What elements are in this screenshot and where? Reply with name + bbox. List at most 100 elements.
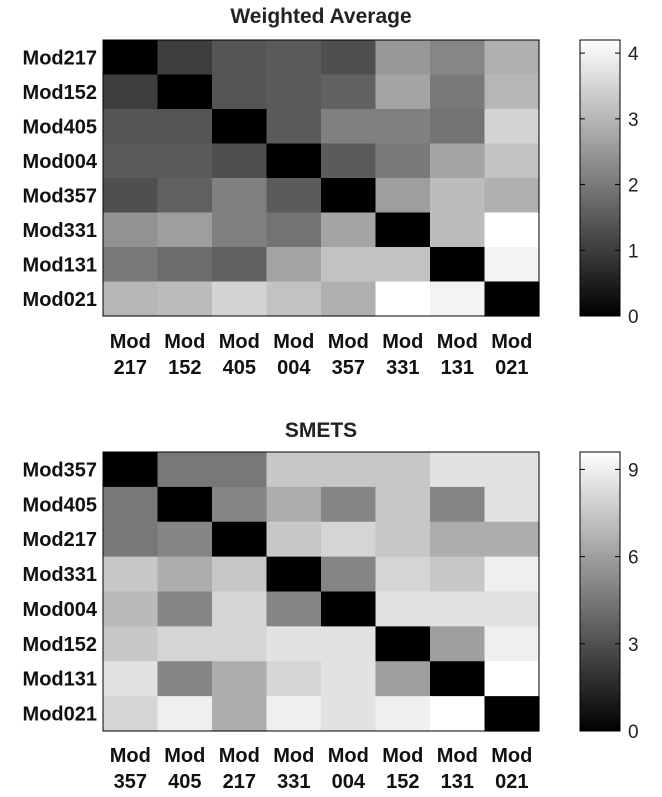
chart1-cell (430, 109, 486, 145)
chart2-cell (266, 486, 322, 523)
chart1-cell (321, 143, 377, 179)
chart1-col-label: 131 (441, 357, 474, 379)
chart1-cell (321, 109, 377, 145)
chart1-cell (212, 74, 268, 110)
chart2-cell (157, 661, 213, 697)
chart1-cell (266, 40, 322, 76)
chart1-col-label: Mod (491, 331, 532, 353)
chart1-cell (375, 281, 431, 317)
chart2-cell (103, 626, 159, 662)
chart2-cell (375, 486, 431, 523)
chart1-col-label: Mod (110, 331, 151, 353)
chart1-cell (484, 178, 540, 214)
chart2-cell (484, 452, 540, 488)
chart1-col-label: Mod (219, 331, 260, 353)
chart2-cell (157, 626, 213, 662)
chart1-cell (321, 40, 377, 76)
chart1-cell (103, 212, 159, 248)
chart1-row-label: Mod021 (23, 289, 97, 311)
chart1-cell (157, 109, 213, 145)
chart2-row-label: Mod357 (23, 459, 97, 481)
chart2-cell (430, 556, 486, 593)
chart1-col-label: 021 (495, 357, 528, 379)
chart1-cell (375, 109, 431, 145)
chart2-cell (157, 521, 213, 558)
chart2-col-label: Mod (382, 745, 423, 767)
chart2-cell (321, 696, 377, 732)
chart2-cell (321, 626, 377, 662)
chart1-col-label: 405 (223, 357, 256, 379)
chart2-colorbar-tick-label: 9 (628, 460, 639, 481)
chart2-row-label: Mod131 (23, 669, 97, 691)
chart1-row-label: Mod131 (23, 254, 97, 276)
chart1-cell (375, 40, 431, 76)
chart1-col-label: 331 (386, 357, 419, 379)
chart1-cell (321, 178, 377, 214)
chart2-cell (321, 591, 377, 627)
chart1-colorbar-tick-label: 2 (628, 176, 639, 197)
chart2-cell (212, 486, 268, 523)
chart1-cell (484, 40, 540, 76)
chart2-cell (321, 661, 377, 697)
chart1-cell (430, 281, 486, 317)
chart2-row-label: Mod405 (23, 494, 97, 516)
chart2-title: SMETS (285, 419, 357, 442)
chart2-col-label: Mod (164, 745, 205, 767)
chart1-cell (212, 143, 268, 179)
chart1-cell (430, 178, 486, 214)
chart1-col-label: 004 (277, 357, 311, 379)
chart2-row-label: Mod217 (23, 529, 97, 551)
chart1-cell (430, 40, 486, 76)
chart2-cell (103, 661, 159, 697)
chart1-cell (266, 247, 322, 283)
chart2-col-label: Mod (273, 745, 314, 767)
chart2-cell (266, 591, 322, 627)
chart2-cell (157, 591, 213, 627)
chart1-cell (103, 109, 159, 145)
chart2-col-label: 405 (168, 771, 201, 793)
chart1-cell (321, 247, 377, 283)
chart2-cell (266, 626, 322, 662)
chart1-cell (212, 281, 268, 317)
chart2-colorbar-tick-label: 0 (628, 722, 639, 743)
chart1-cell (103, 281, 159, 317)
chart2-cell (157, 486, 213, 523)
chart2-cell (375, 556, 431, 593)
chart2-cell (266, 696, 322, 732)
chart1-row-label: Mod405 (23, 116, 97, 138)
chart1-col-label: Mod (437, 331, 478, 353)
chart2-col-label: 217 (223, 771, 256, 793)
chart2-cell (430, 591, 486, 627)
chart1-cell (484, 281, 540, 317)
chart2-cell (212, 556, 268, 593)
chart1-cell (430, 247, 486, 283)
chart2-cell (103, 521, 159, 558)
chart1-cell (157, 40, 213, 76)
chart1-colorbar-tick-label: 1 (628, 241, 639, 262)
chart1-cell (212, 109, 268, 145)
chart1-col-label: Mod (328, 331, 369, 353)
chart1-cell (321, 74, 377, 110)
chart2-cell (375, 452, 431, 488)
chart2-cell (430, 661, 486, 697)
chart2-cell (103, 556, 159, 593)
chart2-cell (103, 696, 159, 732)
chart2-col-label: 021 (495, 771, 528, 793)
chart2-cell (212, 452, 268, 488)
chart2-cell (484, 626, 540, 662)
chart2-cell (484, 486, 540, 523)
chart1-cell (375, 74, 431, 110)
chart2-cell (212, 696, 268, 732)
chart1-cell (212, 247, 268, 283)
chart1-cell (430, 74, 486, 110)
chart1-cell (157, 143, 213, 179)
chart1-cell (212, 178, 268, 214)
chart1-cell (375, 212, 431, 248)
chart1-cell (266, 212, 322, 248)
chart1-cell (484, 109, 540, 145)
chart1-title: Weighted Average (230, 5, 411, 28)
chart1-row-label: Mod331 (23, 220, 97, 242)
chart2-col-label: 152 (386, 771, 419, 793)
chart2-cell (321, 452, 377, 488)
